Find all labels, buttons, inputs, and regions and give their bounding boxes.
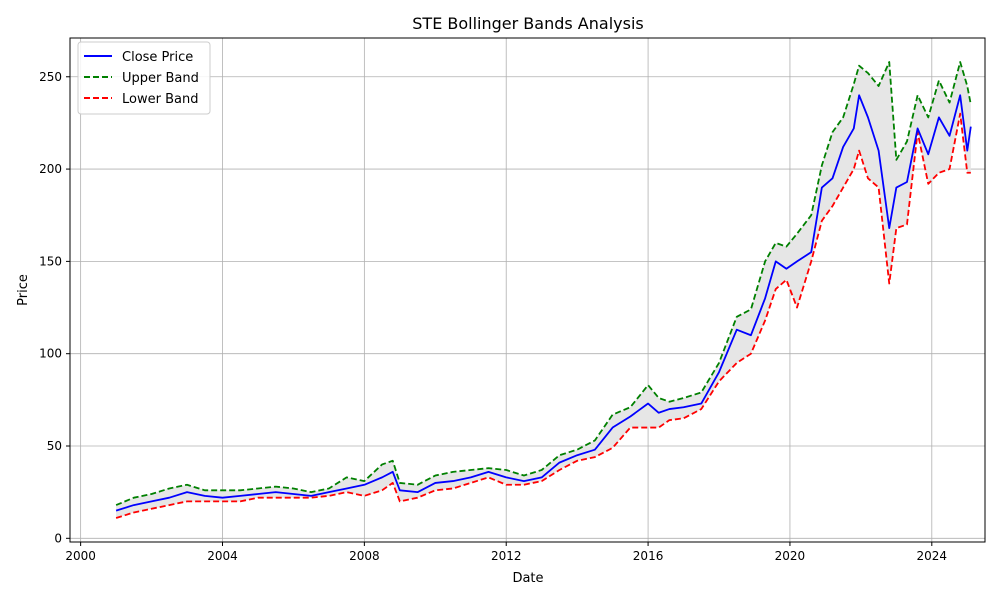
legend: Close Price Upper Band Lower Band (77, 41, 211, 115)
plot-frame (69, 37, 986, 543)
x-axis-ticks: 2000 2004 2008 2012 2016 2020 2024 (65, 542, 947, 563)
band-fill (116, 62, 971, 518)
upper-band-line (115, 61, 972, 506)
legend-label: Close Price (122, 50, 193, 65)
x-axis-label: Date (512, 571, 543, 586)
y-tick-label: 50 (47, 439, 62, 453)
x-tick-label: 2012 (491, 549, 522, 563)
legend-label: Lower Band (122, 92, 198, 107)
x-tick-label: 2016 (633, 549, 664, 563)
y-axis-label: Price (16, 274, 31, 306)
y-tick-label: 100 (39, 347, 62, 361)
x-tick-label: 2000 (65, 549, 96, 563)
grid (70, 38, 985, 542)
y-tick-label: 200 (39, 162, 62, 176)
legend-box (77, 41, 211, 115)
bollinger-band-area (116, 62, 971, 518)
x-tick-label: 2024 (917, 549, 948, 563)
y-tick-label: 0 (54, 531, 62, 545)
chart-title: STE Bollinger Bands Analysis (412, 14, 643, 33)
close-price-line (115, 94, 972, 512)
y-tick-label: 250 (39, 70, 62, 84)
x-tick-label: 2020 (775, 549, 806, 563)
y-axis-ticks: 0 50 100 150 200 250 (39, 70, 70, 545)
x-tick-label: 2004 (207, 549, 238, 563)
series-lines (115, 61, 972, 519)
x-tick-label: 2008 (349, 549, 380, 563)
y-tick-label: 150 (39, 254, 62, 268)
legend-label: Upper Band (122, 71, 199, 86)
